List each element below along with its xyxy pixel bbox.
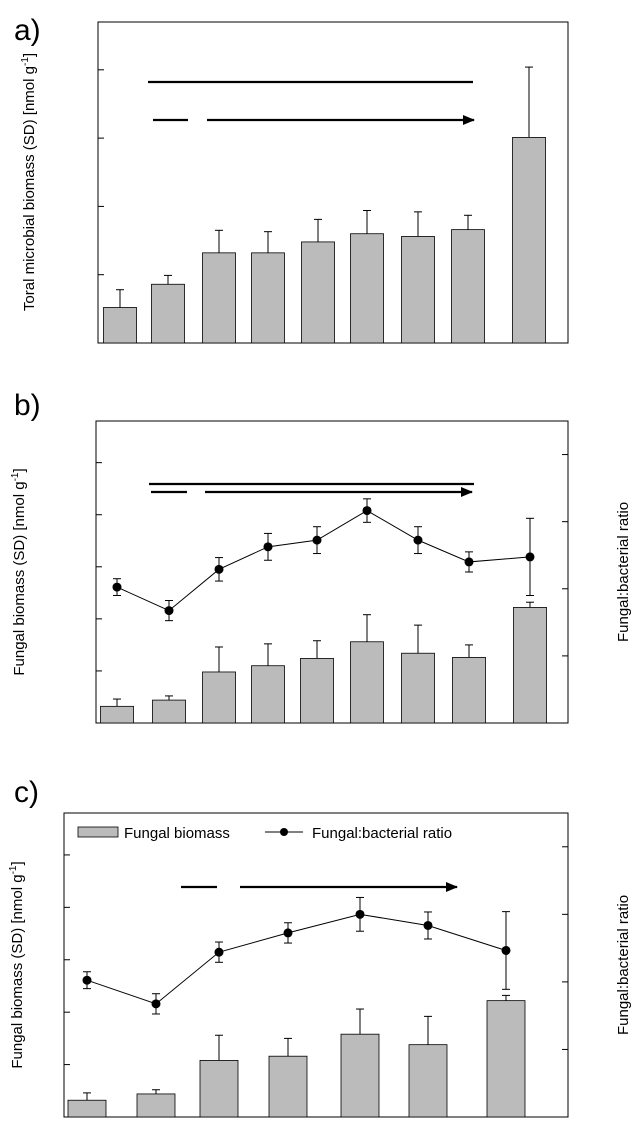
panel-b: b) Fungal biomass (SD) [nmol g-1] Fungal… bbox=[10, 389, 632, 724]
bar bbox=[350, 641, 384, 724]
y2-axis-label: Fungal:bacterial ratio bbox=[615, 895, 632, 1035]
y-axis-label: Fungal biomass (SD) [nmol g-1] bbox=[8, 861, 26, 1068]
bar bbox=[103, 307, 137, 344]
ratio-point bbox=[151, 999, 161, 1009]
panel-label: c) bbox=[14, 776, 39, 809]
legend: Fungal biomass Fungal:bacterial ratio bbox=[77, 825, 452, 842]
ratio-point bbox=[82, 975, 92, 985]
plot-frame bbox=[63, 812, 569, 1118]
bar bbox=[340, 1033, 380, 1118]
bar bbox=[486, 1000, 526, 1118]
bar bbox=[513, 607, 547, 724]
ratio-point bbox=[464, 557, 474, 567]
ratio-line bbox=[86, 913, 507, 1005]
ratio-point bbox=[214, 947, 224, 957]
bar bbox=[268, 1055, 308, 1118]
bar bbox=[301, 241, 335, 344]
bar bbox=[251, 252, 285, 344]
ratio-point bbox=[423, 920, 433, 930]
bar bbox=[151, 283, 185, 344]
ratio-point bbox=[112, 582, 122, 592]
bar bbox=[202, 671, 236, 724]
bar bbox=[152, 699, 186, 724]
ratio-point bbox=[283, 928, 293, 938]
ratio-point bbox=[355, 909, 365, 919]
bar bbox=[401, 236, 435, 344]
bar bbox=[408, 1044, 448, 1118]
y-axis-label: Fungal biomass (SD) [nmol g-1] bbox=[10, 468, 28, 675]
ratio-point bbox=[164, 606, 174, 616]
bar bbox=[136, 1093, 176, 1118]
ratio-point bbox=[263, 542, 273, 552]
bar bbox=[100, 705, 134, 724]
panel-c: c) Fungal biomass (SD) [nmol g-1] Fungal… bbox=[8, 776, 632, 1118]
ratio-point bbox=[214, 564, 224, 574]
legend-marker bbox=[280, 828, 288, 836]
ratio-point bbox=[413, 535, 423, 545]
ratio-point bbox=[525, 552, 535, 562]
bar bbox=[251, 665, 285, 724]
bar bbox=[350, 233, 384, 344]
bar bbox=[202, 252, 236, 344]
panel-label: a) bbox=[14, 14, 41, 47]
legend-bar-label: Fungal biomass bbox=[124, 825, 230, 842]
bar bbox=[451, 229, 485, 344]
ratio-point bbox=[362, 506, 372, 516]
ratio-point bbox=[501, 945, 511, 955]
panel-a: a) Toral microbial biomass (SD) [nmol g-… bbox=[14, 14, 569, 344]
y2-axis-label: Fungal:bacterial ratio bbox=[615, 502, 632, 642]
y-axis-label: Toral microbial biomass (SD) [nmol g-1] bbox=[20, 53, 38, 311]
legend-line-label: Fungal:bacterial ratio bbox=[312, 825, 452, 842]
bar bbox=[512, 137, 546, 344]
bar bbox=[452, 656, 486, 724]
legend-bar-swatch bbox=[77, 826, 119, 838]
ratio-point bbox=[312, 535, 322, 545]
bar bbox=[300, 658, 334, 724]
bar bbox=[67, 1099, 107, 1118]
bar bbox=[199, 1059, 239, 1118]
bar bbox=[401, 652, 435, 724]
panel-label: b) bbox=[14, 389, 41, 422]
